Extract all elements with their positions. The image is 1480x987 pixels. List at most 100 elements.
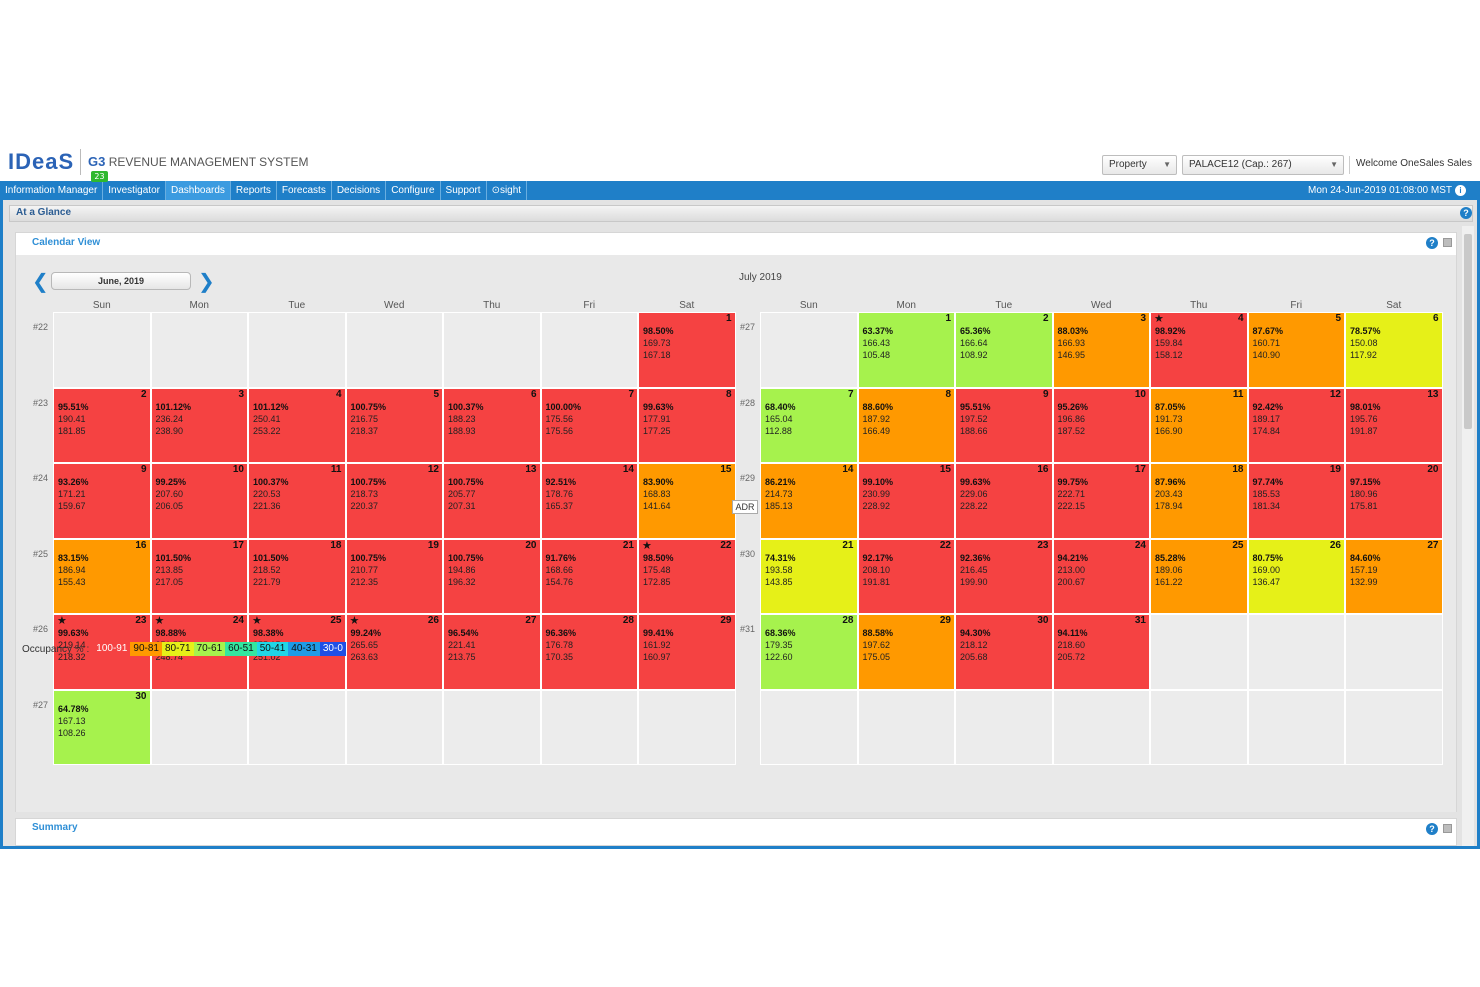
day-cell[interactable]: 4 101.12% 250.41 253.22 bbox=[248, 387, 346, 463]
day-cell[interactable]: 31 94.11% 218.60 205.72 bbox=[1052, 614, 1150, 690]
day-cell[interactable]: 30 64.78% 167.13 108.26 bbox=[53, 689, 151, 765]
nav-item-8[interactable]: ⊙sight bbox=[487, 181, 528, 200]
day-cell[interactable]: 16 99.63% 229.06 228.22 bbox=[955, 463, 1053, 539]
occupancy-legend: Occupancy % : 100-91 90-81 80-71 70-61 60-51… bbox=[22, 642, 346, 656]
day-cell[interactable]: 29 88.58% 197.62 175.05 bbox=[857, 614, 955, 690]
day-cell[interactable]: 3 101.12% 236.24 238.90 bbox=[150, 387, 248, 463]
nav-item-7[interactable]: Support bbox=[441, 181, 487, 200]
day-cell[interactable]: 10 99.25% 207.60 206.05 bbox=[150, 463, 248, 539]
day-cell[interactable]: 6 78.57% 150.08 117.92 bbox=[1345, 312, 1443, 388]
info-icon[interactable]: i bbox=[1455, 184, 1466, 196]
vertical-scrollbar[interactable] bbox=[1462, 226, 1474, 846]
day-cell[interactable]: 20 97.15% 180.96 175.81 bbox=[1345, 463, 1443, 539]
minimize-icon[interactable] bbox=[1443, 824, 1452, 833]
day-cell[interactable]: 19 97.74% 185.53 181.34 bbox=[1247, 463, 1345, 539]
day-cell[interactable]: 26 ★ 99.24% 265.65 263.63 bbox=[345, 614, 443, 690]
notification-badge[interactable]: 23 bbox=[91, 171, 108, 182]
day-cell[interactable]: 14 92.51% 178.76 165.37 bbox=[540, 463, 638, 539]
day-cell[interactable]: 25 85.28% 189.06 161.22 bbox=[1150, 538, 1248, 614]
day-cell[interactable]: 22 ★ 98.50% 175.48 172.85 bbox=[638, 538, 736, 614]
day-number: 21 bbox=[622, 539, 634, 551]
day-number: 17 bbox=[1134, 464, 1146, 475]
scrollbar-thumb[interactable] bbox=[1464, 234, 1472, 429]
occupancy-value: 74.31% bbox=[765, 552, 796, 563]
day-cell[interactable]: 16 83.15% 186.94 155.43 bbox=[53, 538, 151, 614]
day-cell[interactable]: 24 94.21% 213.00 200.67 bbox=[1052, 538, 1150, 614]
help-icon[interactable]: ? bbox=[1460, 207, 1472, 219]
day-cell[interactable]: 21 74.31% 193.58 143.85 bbox=[760, 538, 858, 614]
day-cell[interactable]: 26 80.75% 169.00 136.47 bbox=[1247, 538, 1345, 614]
day-number: 30 bbox=[1037, 615, 1049, 626]
day-cell[interactable]: 29 99.41% 161.92 160.97 bbox=[638, 614, 736, 690]
day-cell[interactable]: 12 92.42% 189.17 174.84 bbox=[1247, 387, 1345, 463]
star-icon: ★ bbox=[57, 614, 67, 627]
day-cell[interactable]: 12 100.75% 218.73 220.37 bbox=[345, 463, 443, 539]
revpar-value: 108.92 bbox=[960, 350, 988, 360]
day-cell[interactable]: 5 87.67% 160.71 140.90 bbox=[1247, 312, 1345, 388]
day-cell[interactable]: 15 83.90% 168.83 141.64 bbox=[638, 463, 736, 539]
help-icon[interactable]: ? bbox=[1426, 237, 1438, 249]
day-cell[interactable]: 1 63.37% 166.43 105.48 bbox=[857, 312, 955, 388]
help-icon[interactable]: ? bbox=[1426, 823, 1438, 835]
nav-item-6[interactable]: Configure bbox=[386, 181, 441, 200]
day-cell[interactable]: 11 100.37% 220.53 221.36 bbox=[248, 463, 346, 539]
day-cell[interactable]: 13 98.01% 195.76 191.87 bbox=[1345, 387, 1443, 463]
empty-cell bbox=[955, 689, 1053, 765]
day-cell[interactable]: 7 68.40% 165.04 112.88 bbox=[760, 387, 858, 463]
nav-item-2[interactable]: Dashboards bbox=[165, 181, 231, 200]
day-cell[interactable]: 4 ★ 98.92% 159.84 158.12 bbox=[1150, 312, 1248, 388]
day-cell[interactable]: 10 95.26% 196.86 187.52 bbox=[1052, 387, 1150, 463]
day-cell[interactable]: 3 88.03% 166.93 146.95 bbox=[1052, 312, 1150, 388]
day-number: 12 bbox=[1329, 388, 1341, 400]
occupancy-value: 92.42% bbox=[1252, 401, 1284, 412]
day-cell[interactable]: 28 96.36% 176.78 170.35 bbox=[540, 614, 638, 690]
day-cell[interactable]: 22 92.17% 208.10 191.81 bbox=[857, 538, 955, 614]
day-cell[interactable]: 2 65.36% 166.64 108.92 bbox=[955, 312, 1053, 388]
day-cell[interactable]: 23 92.36% 216.45 199.90 bbox=[955, 538, 1053, 614]
day-cell[interactable]: 14 86.21% 214.73 185.13 bbox=[760, 463, 858, 539]
day-cell[interactable]: 18 87.96% 203.43 178.94 bbox=[1150, 463, 1248, 539]
day-cell[interactable]: 21 91.76% 168.66 154.76 bbox=[540, 538, 638, 614]
day-number: 30 bbox=[135, 690, 147, 702]
day-cell[interactable]: 6 100.37% 188.23 188.93 bbox=[443, 387, 541, 463]
property-select[interactable]: Property ▼ bbox=[1102, 155, 1177, 175]
next-month-arrow[interactable]: ❯ bbox=[198, 269, 215, 293]
adr-value: 166.64 bbox=[960, 338, 988, 348]
day-cell[interactable]: 8 99.63% 177.91 177.25 bbox=[638, 387, 736, 463]
day-cell[interactable]: 17 101.50% 213.85 217.05 bbox=[150, 538, 248, 614]
nav-item-4[interactable]: Forecasts bbox=[277, 181, 332, 200]
day-cell[interactable]: 18 101.50% 218.52 221.79 bbox=[248, 538, 346, 614]
day-cell[interactable]: 27 84.60% 157.19 132.99 bbox=[1345, 538, 1443, 614]
nav-item-1[interactable]: Investigator bbox=[103, 181, 166, 200]
day-cell[interactable]: 30 94.30% 218.12 205.68 bbox=[955, 614, 1053, 690]
day-cell[interactable]: 15 99.10% 230.99 228.92 bbox=[857, 463, 955, 539]
prev-month-arrow[interactable]: ❮ bbox=[32, 269, 49, 293]
day-cell[interactable]: 13 100.75% 205.77 207.31 bbox=[443, 463, 541, 539]
day-number: 14 bbox=[622, 464, 634, 475]
day-cell[interactable]: 5 100.75% 216.75 218.37 bbox=[345, 387, 443, 463]
day-cell[interactable]: 8 88.60% 187.92 166.49 bbox=[857, 387, 955, 463]
palace-select[interactable]: PALACE12 (Cap.: 267) ▼ bbox=[1182, 155, 1344, 175]
day-cell[interactable]: 27 96.54% 221.41 213.75 bbox=[443, 614, 541, 690]
day-cell[interactable]: 17 99.75% 222.71 222.15 bbox=[1052, 463, 1150, 539]
day-cell[interactable]: 7 100.00% 175.56 175.56 bbox=[540, 387, 638, 463]
day-cell[interactable]: 20 100.75% 194.86 196.32 bbox=[443, 538, 541, 614]
month-select[interactable]: June, 2019 bbox=[51, 272, 191, 290]
nav-item-3[interactable]: Reports bbox=[231, 181, 277, 200]
day-cell[interactable]: 9 93.26% 171.21 159.67 bbox=[53, 463, 151, 539]
day-cell[interactable]: 9 95.51% 197.52 188.66 bbox=[955, 387, 1053, 463]
revpar-value: 205.68 bbox=[960, 652, 988, 662]
day-cell[interactable]: 1 98.50% 169.73 167.18 bbox=[638, 312, 736, 388]
minimize-icon[interactable] bbox=[1443, 238, 1452, 247]
legend-item: 60-51 bbox=[225, 642, 257, 656]
revpar-value: 222.15 bbox=[1057, 501, 1086, 511]
day-number: 8 bbox=[945, 388, 951, 400]
nav-item-5[interactable]: Decisions bbox=[332, 181, 387, 200]
occupancy-value: 63.37% bbox=[862, 326, 894, 336]
nav-item-0[interactable]: Information Manager bbox=[0, 181, 104, 200]
day-cell[interactable]: 11 87.05% 191.73 166.90 bbox=[1150, 387, 1248, 463]
day-cell[interactable]: 28 68.36% 179.35 122.60 bbox=[760, 614, 858, 690]
day-cell[interactable]: 19 100.75% 210.77 212.35 bbox=[345, 538, 443, 614]
adr-value: 186.94 bbox=[58, 564, 86, 575]
day-cell[interactable]: 2 95.51% 190.41 181.85 bbox=[53, 387, 151, 463]
